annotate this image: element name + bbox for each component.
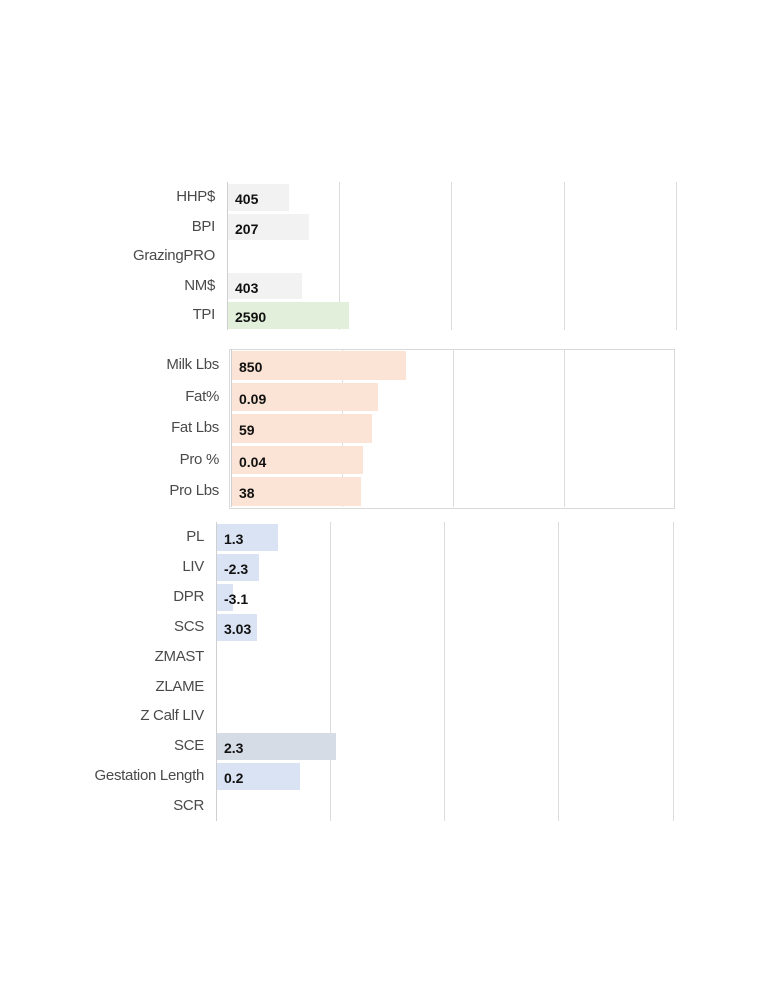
bar-pl: [217, 524, 278, 551]
category-label-scs: SCS: [174, 617, 204, 635]
bar-fat: [232, 382, 378, 412]
value-label-fat-lbs: 59: [239, 422, 255, 439]
value-label-tpi: 2590: [235, 309, 267, 326]
value-label-nm: 403: [235, 279, 259, 296]
bar-pro: [232, 445, 363, 475]
gridline: [444, 522, 445, 821]
gridline: [673, 522, 674, 821]
category-label-bpi: BPI: [191, 217, 216, 235]
bar-hhp: [228, 184, 289, 211]
category-label-zlame: ZLAME: [155, 677, 204, 695]
category-label-dpr: DPR: [173, 587, 204, 605]
category-label-liv: LIV: [182, 557, 204, 575]
value-label-milk-lbs: 850: [239, 359, 263, 375]
value-label-pl: 1.3: [224, 531, 244, 547]
value-label-bpi: 207: [235, 220, 259, 237]
category-label-gestation-length: Gestation Length: [94, 767, 205, 785]
value-label-liv: -2.3: [224, 560, 249, 577]
value-label-pro-lbs: 38: [239, 485, 255, 502]
category-axis-line: [227, 182, 228, 330]
category-label-pro-lbs: Pro Lbs: [169, 482, 219, 500]
category-label-hhp: HHP$: [176, 188, 215, 205]
bar-scs: [217, 613, 257, 641]
bar-gestation-length: [217, 763, 300, 791]
value-label-gestation-length: 0.2: [224, 770, 244, 787]
bar-sce: [217, 733, 336, 761]
category-label-fat: Fat%: [185, 387, 219, 405]
bar-milk-lbs: [232, 351, 406, 380]
category-axis-line: [216, 522, 217, 821]
gridline: [330, 522, 331, 821]
category-label-pl: PL: [186, 528, 204, 545]
category-label-scr: SCR: [173, 797, 204, 815]
bar-pro-lbs: [232, 477, 361, 506]
value-label-sce: 2.3: [224, 740, 244, 757]
category-label-nm: NM$: [184, 276, 215, 294]
gridline: [339, 182, 340, 330]
gridline: [564, 182, 565, 330]
bar-nm: [228, 272, 302, 300]
chart-panel-production-traits: [229, 349, 675, 509]
category-axis-line: [231, 349, 232, 507]
bar-fat-lbs: [232, 414, 372, 443]
gridline: [451, 182, 452, 330]
value-label-dpr: -3.1: [224, 590, 249, 607]
value-label-scs: 3.03: [224, 620, 252, 637]
bar-tpi: [228, 302, 349, 329]
gridline: [453, 349, 454, 507]
category-label-zmast: ZMAST: [154, 647, 205, 665]
category-label-sce: SCE: [174, 737, 204, 755]
category-label-milk-lbs: Milk Lbs: [166, 356, 219, 373]
category-label-pro: Pro %: [179, 450, 220, 468]
bar-liv: [217, 553, 259, 581]
category-label-z-calf-liv: Z Calf LIV: [140, 707, 204, 725]
bar-dpr: [217, 583, 233, 611]
category-label-fat-lbs: Fat Lbs: [171, 419, 219, 437]
gridline: [564, 349, 565, 507]
gridline: [558, 522, 559, 821]
category-label-tpi: TPI: [192, 306, 216, 324]
value-label-fat: 0.09: [239, 390, 267, 407]
bar-bpi: [228, 213, 309, 241]
gridline: [676, 182, 677, 330]
value-label-hhp: 405: [235, 191, 259, 207]
category-label-grazingpro: GrazingPRO: [132, 247, 215, 265]
value-label-pro: 0.04: [239, 453, 267, 470]
